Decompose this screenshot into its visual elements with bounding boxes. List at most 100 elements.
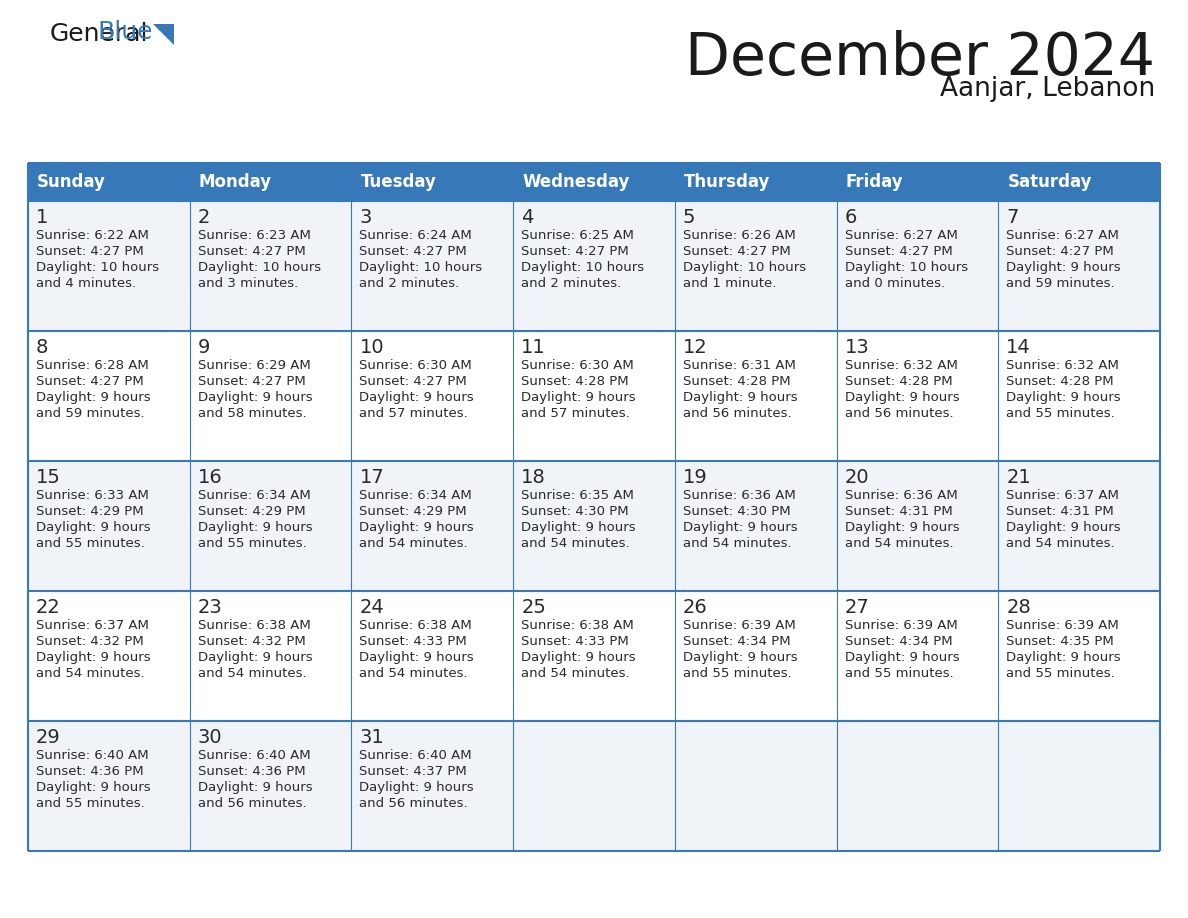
Text: Sunset: 4:31 PM: Sunset: 4:31 PM — [1006, 505, 1114, 518]
Text: and 57 minutes.: and 57 minutes. — [360, 407, 468, 420]
Bar — [190, 331, 352, 461]
Text: Sunrise: 6:39 AM: Sunrise: 6:39 AM — [1006, 619, 1119, 632]
Text: 13: 13 — [845, 338, 870, 357]
Text: Sunrise: 6:40 AM: Sunrise: 6:40 AM — [360, 749, 472, 762]
Bar — [998, 331, 1159, 461]
Bar — [513, 201, 675, 331]
Bar — [675, 201, 836, 331]
Text: and 54 minutes.: and 54 minutes. — [360, 537, 468, 550]
Text: Sunset: 4:30 PM: Sunset: 4:30 PM — [683, 505, 790, 518]
Bar — [190, 201, 352, 331]
Text: 19: 19 — [683, 468, 708, 487]
Text: 31: 31 — [360, 728, 384, 747]
Text: 7: 7 — [1006, 208, 1018, 227]
Text: Sunrise: 6:34 AM: Sunrise: 6:34 AM — [197, 489, 310, 502]
Text: Sunrise: 6:29 AM: Sunrise: 6:29 AM — [197, 359, 310, 372]
Bar — [998, 461, 1159, 591]
Text: Sunset: 4:27 PM: Sunset: 4:27 PM — [522, 245, 628, 258]
Text: and 59 minutes.: and 59 minutes. — [1006, 277, 1114, 290]
Text: 24: 24 — [360, 598, 384, 617]
Text: and 56 minutes.: and 56 minutes. — [683, 407, 791, 420]
Text: Daylight: 10 hours: Daylight: 10 hours — [522, 261, 644, 274]
Text: Sunrise: 6:39 AM: Sunrise: 6:39 AM — [683, 619, 796, 632]
Text: Sunset: 4:32 PM: Sunset: 4:32 PM — [36, 635, 144, 648]
Text: Daylight: 9 hours: Daylight: 9 hours — [683, 391, 797, 404]
Text: Saturday: Saturday — [1007, 173, 1092, 191]
Text: Sunset: 4:27 PM: Sunset: 4:27 PM — [36, 245, 144, 258]
Text: and 54 minutes.: and 54 minutes. — [1006, 537, 1114, 550]
Text: Sunday: Sunday — [37, 173, 106, 191]
Bar — [513, 461, 675, 591]
Bar — [29, 591, 190, 721]
Text: 1: 1 — [36, 208, 49, 227]
Bar — [998, 201, 1159, 331]
Text: and 54 minutes.: and 54 minutes. — [197, 667, 307, 680]
Bar — [836, 331, 998, 461]
Bar — [513, 331, 675, 461]
Text: Sunrise: 6:23 AM: Sunrise: 6:23 AM — [197, 229, 310, 242]
Bar — [29, 201, 190, 331]
Text: 17: 17 — [360, 468, 384, 487]
Text: 14: 14 — [1006, 338, 1031, 357]
Text: 27: 27 — [845, 598, 870, 617]
Text: 18: 18 — [522, 468, 546, 487]
Text: and 55 minutes.: and 55 minutes. — [197, 537, 307, 550]
Text: Friday: Friday — [846, 173, 903, 191]
Text: General: General — [50, 22, 148, 46]
Text: Sunrise: 6:30 AM: Sunrise: 6:30 AM — [360, 359, 472, 372]
Text: 16: 16 — [197, 468, 222, 487]
Text: and 2 minutes.: and 2 minutes. — [360, 277, 460, 290]
Text: and 4 minutes.: and 4 minutes. — [36, 277, 137, 290]
Bar — [836, 461, 998, 591]
Text: Daylight: 9 hours: Daylight: 9 hours — [1006, 521, 1121, 534]
Text: Daylight: 10 hours: Daylight: 10 hours — [845, 261, 968, 274]
Bar — [675, 721, 836, 851]
Text: Sunset: 4:36 PM: Sunset: 4:36 PM — [197, 765, 305, 778]
Text: and 3 minutes.: and 3 minutes. — [197, 277, 298, 290]
Text: Sunset: 4:27 PM: Sunset: 4:27 PM — [197, 375, 305, 388]
Text: Sunrise: 6:24 AM: Sunrise: 6:24 AM — [360, 229, 472, 242]
Text: Thursday: Thursday — [684, 173, 770, 191]
Bar — [352, 721, 513, 851]
Text: and 57 minutes.: and 57 minutes. — [522, 407, 630, 420]
Text: 11: 11 — [522, 338, 546, 357]
Text: Blue: Blue — [97, 20, 152, 44]
Text: and 54 minutes.: and 54 minutes. — [845, 537, 953, 550]
Text: Sunset: 4:28 PM: Sunset: 4:28 PM — [522, 375, 628, 388]
Text: Daylight: 9 hours: Daylight: 9 hours — [197, 651, 312, 664]
Bar — [998, 591, 1159, 721]
Text: and 2 minutes.: and 2 minutes. — [522, 277, 621, 290]
Text: Daylight: 9 hours: Daylight: 9 hours — [845, 391, 959, 404]
Bar — [29, 331, 190, 461]
Text: Sunrise: 6:28 AM: Sunrise: 6:28 AM — [36, 359, 148, 372]
Text: Sunrise: 6:22 AM: Sunrise: 6:22 AM — [36, 229, 148, 242]
Text: 30: 30 — [197, 728, 222, 747]
Text: 21: 21 — [1006, 468, 1031, 487]
Text: Monday: Monday — [198, 173, 272, 191]
Text: and 0 minutes.: and 0 minutes. — [845, 277, 944, 290]
Text: Daylight: 9 hours: Daylight: 9 hours — [522, 521, 636, 534]
Text: Sunset: 4:29 PM: Sunset: 4:29 PM — [36, 505, 144, 518]
Text: Sunset: 4:36 PM: Sunset: 4:36 PM — [36, 765, 144, 778]
Text: Sunrise: 6:38 AM: Sunrise: 6:38 AM — [360, 619, 472, 632]
Text: Sunset: 4:28 PM: Sunset: 4:28 PM — [1006, 375, 1114, 388]
Text: 3: 3 — [360, 208, 372, 227]
Text: Sunset: 4:27 PM: Sunset: 4:27 PM — [1006, 245, 1114, 258]
Text: Sunset: 4:27 PM: Sunset: 4:27 PM — [197, 245, 305, 258]
Bar — [190, 461, 352, 591]
Bar — [836, 201, 998, 331]
Text: Sunrise: 6:27 AM: Sunrise: 6:27 AM — [1006, 229, 1119, 242]
Text: 29: 29 — [36, 728, 61, 747]
Text: 2: 2 — [197, 208, 210, 227]
Text: and 55 minutes.: and 55 minutes. — [1006, 407, 1116, 420]
Text: Daylight: 9 hours: Daylight: 9 hours — [683, 651, 797, 664]
Bar — [29, 461, 190, 591]
Text: Daylight: 9 hours: Daylight: 9 hours — [197, 391, 312, 404]
Text: Sunrise: 6:38 AM: Sunrise: 6:38 AM — [522, 619, 634, 632]
Text: Daylight: 9 hours: Daylight: 9 hours — [36, 651, 151, 664]
Bar — [998, 721, 1159, 851]
Text: 4: 4 — [522, 208, 533, 227]
Bar — [29, 721, 190, 851]
Bar — [675, 591, 836, 721]
Text: Sunrise: 6:38 AM: Sunrise: 6:38 AM — [197, 619, 310, 632]
